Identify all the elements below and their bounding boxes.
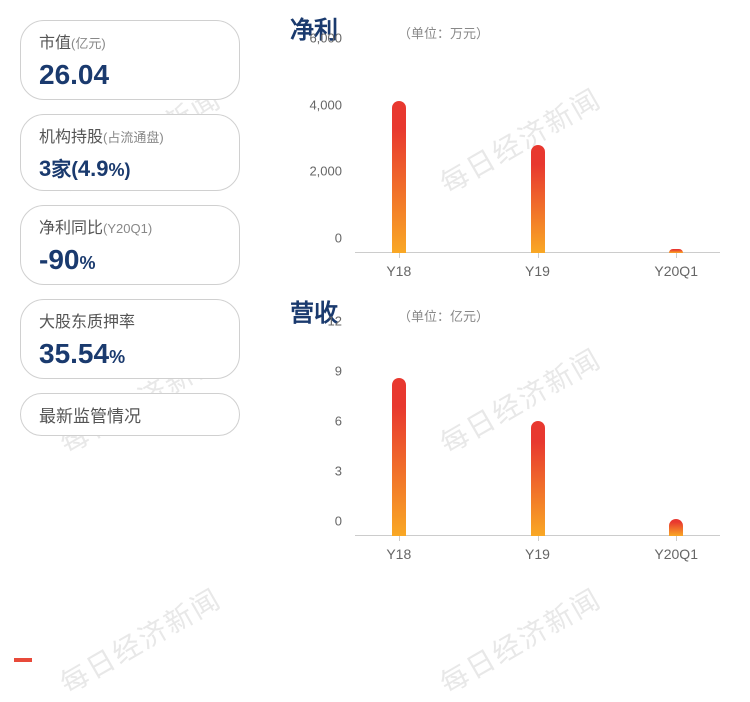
stat-label: 大股东质押率 bbox=[39, 314, 135, 331]
stat-label: 最新监管情况 bbox=[39, 407, 141, 426]
y-tick-label: 0 bbox=[335, 514, 342, 529]
accent-mark bbox=[14, 658, 32, 662]
stat-label: 市值 bbox=[39, 35, 71, 52]
stat-value: 26.04 bbox=[39, 59, 221, 91]
watermark-text: 每日经济新闻 bbox=[52, 578, 228, 702]
x-tick-label: Y19 bbox=[525, 263, 550, 279]
charts-panel: 净利（单位：万元）02,0004,0006,000Y18Y19Y20Q1营收（单… bbox=[260, 10, 730, 576]
y-tick-label: 6 bbox=[335, 414, 342, 429]
x-tick-label: Y20Q1 bbox=[654, 546, 698, 562]
x-tick-label: Y20Q1 bbox=[654, 263, 698, 279]
stat-label: 机构持股 bbox=[39, 129, 103, 146]
chart-unit: （单位：万元） bbox=[398, 23, 489, 42]
stat-sublabel: (亿元) bbox=[71, 36, 106, 51]
chart-block: 营收（单位：亿元）036912Y18Y19Y20Q1 bbox=[290, 293, 730, 566]
y-tick-label: 6,000 bbox=[309, 31, 342, 46]
x-tick-label: Y19 bbox=[525, 546, 550, 562]
stats-sidebar: 市值(亿元) 26.04 机构持股(占流通盘) 3家(4.9%) 净利同比(Y20Q1)… bbox=[20, 10, 260, 576]
stat-label: 净利同比 bbox=[39, 220, 103, 237]
stat-card: 机构持股(占流通盘) 3家(4.9%) bbox=[20, 114, 240, 191]
stat-value: -90% bbox=[39, 244, 221, 276]
stat-card: 净利同比(Y20Q1) -90% bbox=[20, 205, 240, 285]
y-tick-label: 3 bbox=[335, 464, 342, 479]
chart-bar bbox=[531, 421, 545, 536]
y-tick-label: 0 bbox=[335, 231, 342, 246]
y-tick-label: 9 bbox=[335, 364, 342, 379]
chart-bar bbox=[392, 101, 406, 253]
stat-card: 大股东质押率 35.54% bbox=[20, 299, 240, 379]
chart-unit: （单位：亿元） bbox=[398, 306, 489, 325]
stat-sublabel: (占流通盘) bbox=[103, 130, 164, 145]
stat-card: 市值(亿元) 26.04 bbox=[20, 20, 240, 100]
stat-value: 35.54% bbox=[39, 338, 221, 370]
stat-card: 最新监管情况 bbox=[20, 393, 240, 436]
x-tick-label: Y18 bbox=[386, 546, 411, 562]
chart-bar bbox=[531, 145, 545, 253]
chart-block: 净利（单位：万元）02,0004,0006,000Y18Y19Y20Q1 bbox=[290, 10, 730, 283]
stat-sublabel: (Y20Q1) bbox=[103, 221, 152, 236]
stat-value: 3家(4.9%) bbox=[39, 153, 221, 182]
x-tick-label: Y18 bbox=[386, 263, 411, 279]
y-tick-label: 2,000 bbox=[309, 164, 342, 179]
chart-bar bbox=[669, 519, 683, 536]
chart-bar bbox=[392, 378, 406, 536]
y-tick-label: 12 bbox=[328, 314, 342, 329]
watermark-text: 每日经济新闻 bbox=[432, 578, 608, 702]
y-tick-label: 4,000 bbox=[309, 97, 342, 112]
